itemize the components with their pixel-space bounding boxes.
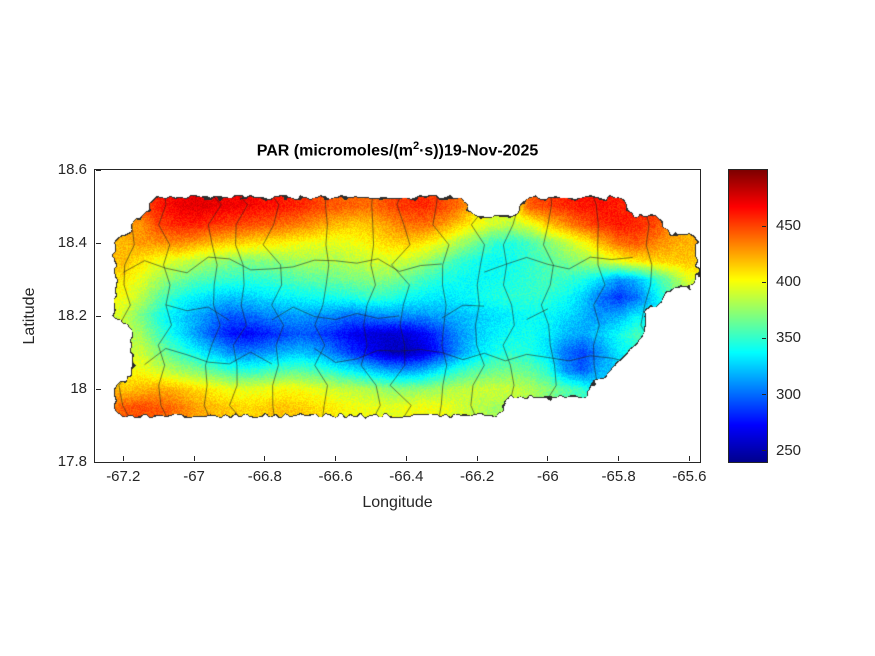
y-tick-label: 18.4 <box>57 234 87 251</box>
plot-area <box>94 169 701 463</box>
x-tick-label: -65.6 <box>672 468 707 485</box>
x-tick <box>405 456 407 461</box>
y-tick <box>96 461 101 463</box>
x-tick-label: -65.8 <box>601 468 636 485</box>
x-tick-label: -66.8 <box>247 468 282 485</box>
y-tick <box>96 315 101 317</box>
colorbar-tick-label: 300 <box>776 385 802 403</box>
x-tick <box>122 456 124 461</box>
title-superscript: 2 <box>412 140 420 152</box>
x-tick-label: -66.4 <box>389 468 424 485</box>
x-axis-label: Longitude <box>362 494 433 511</box>
colorbar-tick-label: 250 <box>776 441 802 459</box>
x-tick-label: -67.2 <box>106 468 141 485</box>
x-tick <box>476 456 478 461</box>
y-tick <box>96 242 101 244</box>
x-tick <box>688 456 690 461</box>
x-tick <box>618 456 620 461</box>
title-suffix: ·s))19-Nov-2025 <box>419 142 539 160</box>
title-prefix: PAR (micromoles/(m <box>256 142 413 160</box>
colorbar-tick <box>762 225 766 227</box>
par-heatmap-canvas <box>95 170 700 462</box>
y-tick-label: 18.6 <box>57 161 87 178</box>
x-tick <box>335 456 337 461</box>
colorbar-canvas <box>729 170 767 462</box>
colorbar <box>728 169 768 463</box>
colorbar-tick-label: 350 <box>776 329 802 347</box>
y-tick <box>96 169 101 171</box>
colorbar-tick <box>762 450 766 452</box>
y-tick-label: 18 <box>70 380 87 397</box>
colorbar-tick-label: 400 <box>776 273 802 291</box>
y-tick-label: 18.2 <box>57 307 87 324</box>
x-tick-label: -66.2 <box>459 468 495 485</box>
plot-title: PAR (micromoles/(m2·s))19-Nov-2025 <box>95 140 700 160</box>
x-tick-label: -66.6 <box>318 468 353 485</box>
x-tick <box>264 456 266 461</box>
colorbar-tick <box>762 394 766 396</box>
y-tick <box>96 388 101 390</box>
x-tick <box>547 456 549 461</box>
y-tick-label: 17.8 <box>57 453 87 470</box>
colorbar-tick <box>762 281 766 283</box>
x-tick-label: -67 <box>183 468 205 485</box>
colorbar-tick <box>762 337 766 339</box>
x-tick-label: -66 <box>537 468 559 485</box>
colorbar-tick-label: 450 <box>776 217 802 235</box>
x-tick <box>193 456 195 461</box>
